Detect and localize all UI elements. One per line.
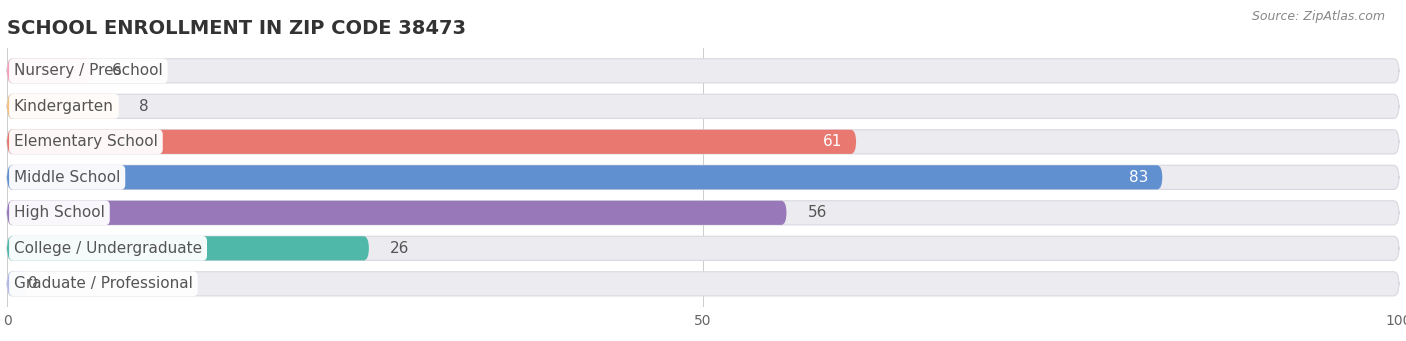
FancyBboxPatch shape (7, 201, 786, 225)
Text: 0: 0 (28, 276, 38, 291)
FancyBboxPatch shape (7, 165, 1399, 189)
FancyBboxPatch shape (7, 130, 856, 154)
FancyBboxPatch shape (7, 94, 118, 118)
Text: Middle School: Middle School (14, 170, 121, 185)
FancyBboxPatch shape (7, 236, 368, 261)
Text: Nursery / Preschool: Nursery / Preschool (14, 63, 163, 78)
Text: 26: 26 (389, 241, 409, 256)
Text: 6: 6 (111, 63, 121, 78)
Text: High School: High School (14, 205, 105, 220)
Text: Elementary School: Elementary School (14, 134, 157, 149)
Text: 61: 61 (823, 134, 842, 149)
FancyBboxPatch shape (7, 94, 1399, 118)
FancyBboxPatch shape (7, 201, 1399, 225)
Text: Source: ZipAtlas.com: Source: ZipAtlas.com (1251, 10, 1385, 23)
Text: SCHOOL ENROLLMENT IN ZIP CODE 38473: SCHOOL ENROLLMENT IN ZIP CODE 38473 (7, 19, 465, 38)
Text: Kindergarten: Kindergarten (14, 99, 114, 114)
FancyBboxPatch shape (7, 272, 1399, 296)
FancyBboxPatch shape (7, 59, 1399, 83)
FancyBboxPatch shape (7, 59, 90, 83)
Text: 56: 56 (807, 205, 827, 220)
Text: 8: 8 (139, 99, 149, 114)
Text: Graduate / Professional: Graduate / Professional (14, 276, 193, 291)
Text: College / Undergraduate: College / Undergraduate (14, 241, 202, 256)
FancyBboxPatch shape (7, 165, 1163, 189)
FancyBboxPatch shape (7, 236, 1399, 261)
Text: 83: 83 (1129, 170, 1149, 185)
FancyBboxPatch shape (7, 272, 28, 296)
FancyBboxPatch shape (7, 130, 1399, 154)
